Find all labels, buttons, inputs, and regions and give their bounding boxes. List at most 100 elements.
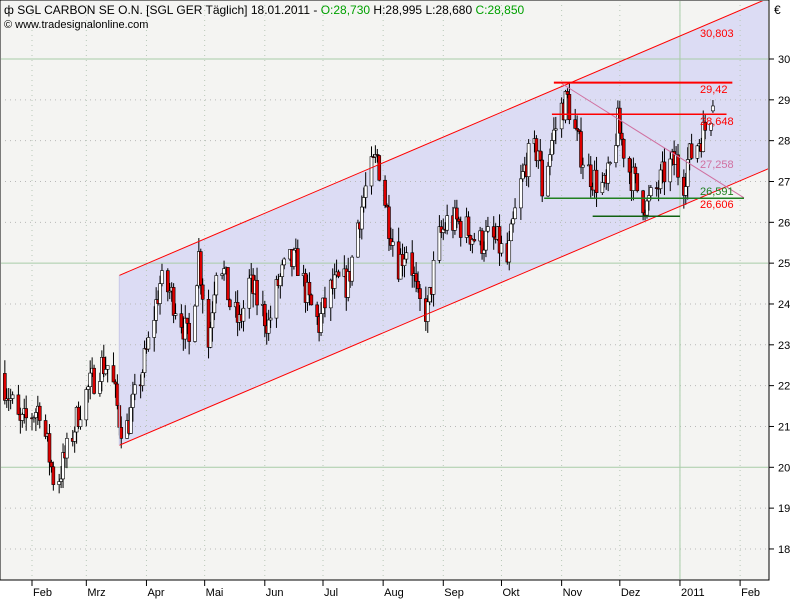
candle-body — [455, 207, 459, 220]
level-label: 29,42 — [700, 84, 728, 96]
candle-body — [534, 138, 539, 162]
candle-body — [152, 320, 157, 338]
chart-title: SGL CARBON SE O.N. [SGL GER Täglich] 18.… — [17, 3, 321, 17]
candle-body — [146, 337, 151, 350]
candle-body — [573, 119, 578, 129]
candle-body — [546, 165, 550, 197]
y-tick-label: 23 — [778, 340, 790, 352]
candle-body — [521, 171, 525, 180]
candle-body — [160, 270, 164, 284]
candle-body — [709, 123, 713, 131]
x-tick-label: Mai — [206, 587, 224, 599]
y-tick-label: 18 — [778, 544, 790, 556]
candle-body — [619, 132, 624, 140]
candle-body — [10, 394, 15, 399]
candle-body — [645, 200, 649, 216]
candle-body — [140, 372, 145, 386]
high-value: H:28,995 — [370, 3, 423, 17]
candle-body — [594, 169, 599, 193]
candle-body — [43, 420, 48, 437]
candle-body — [92, 367, 96, 394]
candle-body — [323, 297, 327, 309]
chart-header: ф SGL CARBON SE O.N. [SGL GER Täglich] 1… — [4, 3, 524, 17]
candle-body — [402, 258, 407, 266]
candle-body — [416, 280, 420, 289]
y-tick-label: 26 — [778, 217, 790, 229]
candle-body — [195, 285, 199, 307]
candle-body — [158, 283, 162, 304]
candle-body — [676, 154, 680, 178]
candle-body — [606, 162, 610, 184]
candle-body — [633, 166, 638, 174]
candle-body — [268, 317, 273, 321]
candle-body — [649, 187, 653, 196]
candle-body — [200, 284, 205, 300]
candle-body — [526, 143, 531, 177]
open-value: O:28,730 — [320, 3, 371, 17]
x-tick-label: Apr — [147, 587, 164, 599]
candle-body — [359, 206, 364, 230]
candle-body — [458, 221, 463, 238]
candle-body — [689, 143, 694, 159]
candle-body — [336, 271, 341, 277]
candle-body — [662, 161, 667, 183]
y-tick-label: 30 — [778, 54, 790, 66]
candle-body — [410, 252, 415, 276]
candle-body — [456, 218, 461, 222]
candle-body — [210, 312, 215, 329]
candle-body — [658, 169, 663, 189]
x-tick-label: Sep — [444, 587, 464, 599]
y-tick-label: 28 — [778, 136, 790, 148]
x-tick-label: Jun — [266, 587, 284, 599]
candle-body — [292, 249, 296, 267]
candle-body — [608, 162, 612, 164]
candle-body — [166, 270, 170, 293]
channel-upper-label: 30,803 — [700, 28, 734, 40]
copyright: © www.tradesignalonline.com — [4, 19, 148, 31]
candle-body — [280, 264, 285, 277]
candle-body — [588, 164, 593, 188]
candle-body — [711, 105, 715, 112]
candle-body — [513, 207, 517, 220]
close-value: C:28,850 — [472, 3, 525, 17]
candle-body — [567, 94, 572, 121]
candle-body — [179, 313, 184, 328]
candle-body — [641, 190, 645, 214]
candle-body — [84, 389, 89, 421]
level-label: 26,591 — [700, 186, 734, 198]
candle-body — [228, 299, 232, 308]
candle-body — [16, 394, 21, 415]
candle-body — [431, 260, 436, 295]
candle-body — [208, 327, 213, 348]
candle-body — [387, 206, 391, 239]
x-tick-label: Jul — [324, 587, 338, 599]
candle-body — [484, 230, 488, 251]
candle-body — [668, 158, 673, 183]
candle-body — [65, 438, 69, 459]
candle-body — [315, 304, 319, 317]
candle-body — [226, 267, 230, 301]
candle-body — [540, 159, 545, 197]
candle-body — [185, 317, 189, 324]
y-tick-label: 21 — [778, 421, 790, 433]
x-tick-label: Aug — [384, 587, 404, 599]
candle-body — [295, 248, 300, 276]
candle-body — [695, 145, 700, 159]
candle-body — [538, 150, 543, 161]
candle-body — [418, 288, 422, 299]
y-tick-label: 24 — [778, 299, 790, 311]
candle-body — [486, 226, 490, 232]
candle-body — [509, 223, 513, 242]
candle-body — [627, 157, 632, 173]
candle-body — [131, 393, 135, 408]
level-label: 28,648 — [700, 116, 734, 128]
candle-body — [49, 461, 54, 468]
x-tick-label: Nov — [563, 587, 583, 599]
candle-body — [193, 305, 197, 342]
candle-body — [282, 258, 287, 266]
low-value: L:28,680 — [422, 3, 473, 17]
x-tick-label: Feb — [33, 587, 52, 599]
candle-body — [350, 256, 354, 282]
candle-body — [3, 373, 7, 401]
